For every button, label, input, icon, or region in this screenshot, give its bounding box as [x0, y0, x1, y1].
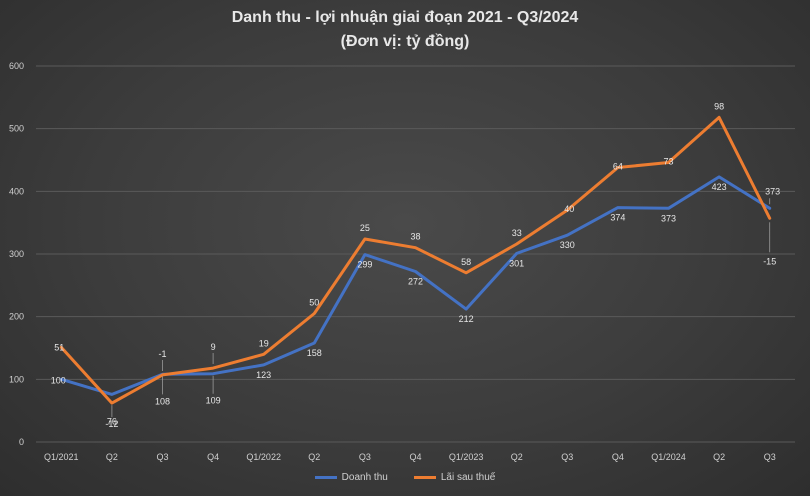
legend-item-profit: Lãi sau thuế: [413, 472, 496, 483]
y-tick-label: 400: [9, 186, 24, 196]
data-label-profit: 38: [410, 232, 420, 242]
x-tick-label: Q1/2022: [246, 452, 281, 462]
data-label-profit: 40: [564, 204, 574, 214]
legend-swatch-revenue: [314, 476, 337, 479]
data-label-revenue: 374: [610, 213, 625, 223]
chart-title: Danh thu - lợi nhuận giai đoạn 2021 - Q3…: [231, 9, 579, 26]
y-tick-label: 600: [9, 61, 24, 71]
data-label-revenue: 108: [155, 396, 170, 406]
x-tick-label: Q2: [511, 452, 523, 462]
data-label-profit: 73: [663, 157, 673, 167]
data-label-revenue: 299: [357, 260, 372, 270]
series-line-profit: [59, 115, 772, 405]
y-tick-label: 200: [9, 312, 24, 322]
data-label-profit: 51: [54, 342, 64, 352]
x-tick-label: Q4: [207, 452, 219, 462]
data-label-profit: 50: [309, 298, 319, 308]
chart-legend: Doanh thu Lãi sau thuế: [0, 472, 810, 483]
y-tick-label: 300: [9, 249, 24, 259]
legend-swatch-profit: [413, 476, 436, 479]
data-label-profit: -15: [763, 256, 776, 266]
data-label-revenue: 212: [459, 314, 474, 324]
x-tick-label: Q3: [359, 452, 371, 462]
x-tick-label: Q1/2024: [651, 452, 686, 462]
x-tick-label: Q3: [156, 452, 168, 462]
data-label-revenue: 423: [712, 182, 727, 192]
data-label-revenue: 76: [107, 416, 117, 426]
data-label-revenue: 330: [560, 240, 575, 250]
x-tick-label: Q1/2023: [449, 452, 484, 462]
data-label-profit: 25: [360, 223, 370, 233]
data-label-revenue: 373: [765, 186, 780, 196]
data-label-profit: 58: [461, 257, 471, 267]
legend-label-profit: Lãi sau thuế: [440, 472, 496, 483]
data-label-revenue: 123: [256, 370, 271, 380]
data-label-revenue: 373: [661, 213, 676, 223]
data-label-revenue: 272: [408, 277, 423, 287]
data-label-profit: 9: [211, 342, 216, 352]
legend-label-revenue: Doanh thu: [341, 472, 388, 483]
data-label-profit: -12: [105, 419, 118, 429]
y-tick-label: 500: [9, 124, 24, 134]
x-tick-label: Q4: [612, 452, 624, 462]
data-label-revenue: 301: [509, 258, 524, 268]
data-label-revenue: 100: [51, 375, 66, 385]
data-label-revenue: 109: [206, 396, 221, 406]
x-tick-label: Q2: [713, 452, 725, 462]
data-label-profit: 64: [613, 162, 623, 172]
data-label-profit: -1: [158, 349, 166, 359]
x-tick-label: Q3: [561, 452, 573, 462]
data-label-profit: 33: [512, 228, 522, 238]
y-tick-label: 100: [9, 374, 24, 384]
data-label-profit: 19: [259, 338, 269, 348]
x-tick-label: Q2: [308, 452, 320, 462]
legend-item-revenue: Doanh thu: [314, 472, 388, 483]
x-tick-label: Q3: [764, 452, 776, 462]
y-tick-label: 0: [19, 437, 24, 447]
x-tick-label: Q4: [409, 452, 421, 462]
data-label-profit: 98: [714, 101, 724, 111]
x-tick-label: Q1/2021: [44, 452, 79, 462]
chart-subtitle: (Đơn vị: tỷ đồng): [340, 33, 470, 50]
x-tick-label: Q2: [106, 452, 118, 462]
data-label-revenue: 158: [307, 348, 322, 358]
